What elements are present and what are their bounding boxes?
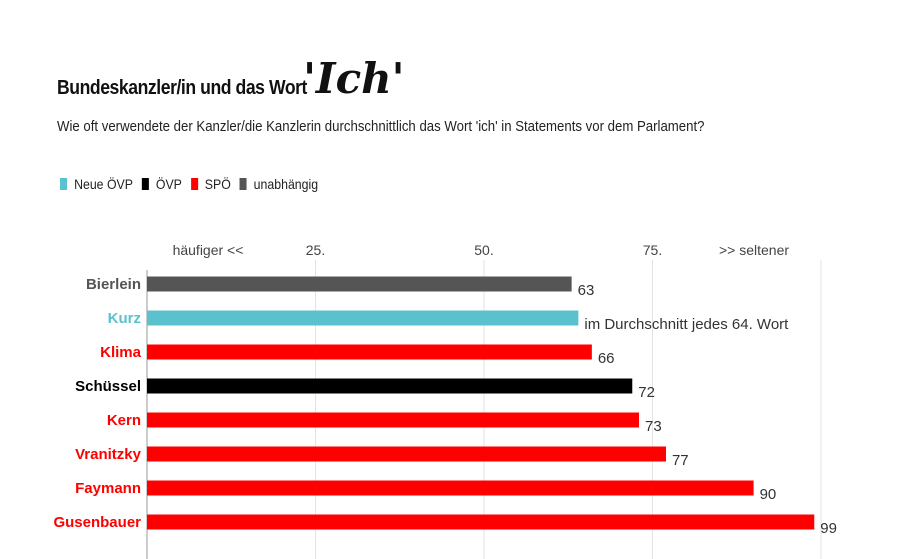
legend-swatch: [141, 178, 149, 190]
value-label: 99: [820, 520, 837, 537]
category-label: Kern: [107, 412, 141, 429]
category-label: Bierlein: [86, 276, 141, 293]
legend-swatch: [60, 178, 68, 190]
title-row: Bundeskanzler/in und das Wort 'Ich': [57, 44, 405, 100]
legend-label: ÖVP: [155, 176, 182, 192]
category-label: Klima: [100, 344, 142, 361]
bar: [147, 514, 815, 530]
bar: [147, 276, 572, 292]
category-label: Schüssel: [75, 378, 141, 395]
chart-title-word: 'Ich': [303, 54, 405, 103]
value-label: 77: [672, 452, 689, 469]
value-label: im Durchschnitt jedes 64. Wort: [584, 316, 789, 333]
value-label: 90: [760, 486, 777, 503]
value-label: 73: [645, 418, 662, 435]
bar: [147, 378, 633, 394]
x-tick-label: 75.: [643, 242, 662, 258]
value-label: 72: [638, 384, 655, 401]
chart-title: Bundeskanzler/in und das Wort: [57, 77, 307, 99]
bar: [147, 412, 640, 428]
value-label: 66: [598, 350, 615, 367]
legend-label: unabhängig: [253, 176, 319, 192]
category-label: Faymann: [75, 480, 141, 497]
legend-item: ÖVP: [141, 176, 182, 192]
legend-item: unabhängig: [239, 176, 319, 192]
x-tick-label: 50.: [474, 242, 493, 258]
legend-swatch: [239, 178, 247, 190]
legend-item: Neue ÖVP: [60, 176, 133, 192]
chart-subtitle: Wie oft verwendete der Kanzler/die Kanzl…: [57, 118, 705, 135]
category-label: Vranitzky: [75, 446, 142, 463]
bar: [147, 310, 579, 326]
x-tick-label: 25.: [306, 242, 325, 258]
legend-label: SPÖ: [204, 176, 231, 192]
category-label: Gusenbauer: [53, 514, 141, 531]
bar: [147, 446, 666, 462]
bar-chart: 25. 50. 75. häufiger << >> seltener Bierlein 6…: [53, 242, 837, 559]
value-label: 63: [578, 282, 595, 299]
category-label: Kurz: [108, 310, 141, 327]
legend: Neue ÖVP ÖVP SPÖ unabhängig: [60, 176, 327, 192]
bar: [147, 344, 592, 360]
legend-item: SPÖ: [190, 176, 231, 192]
legend-swatch: [190, 178, 198, 190]
axis-annotation-right: >> seltener: [719, 242, 789, 258]
axis-annotation-left: häufiger <<: [173, 242, 244, 258]
bar: [147, 480, 754, 496]
legend-label: Neue ÖVP: [74, 176, 133, 192]
